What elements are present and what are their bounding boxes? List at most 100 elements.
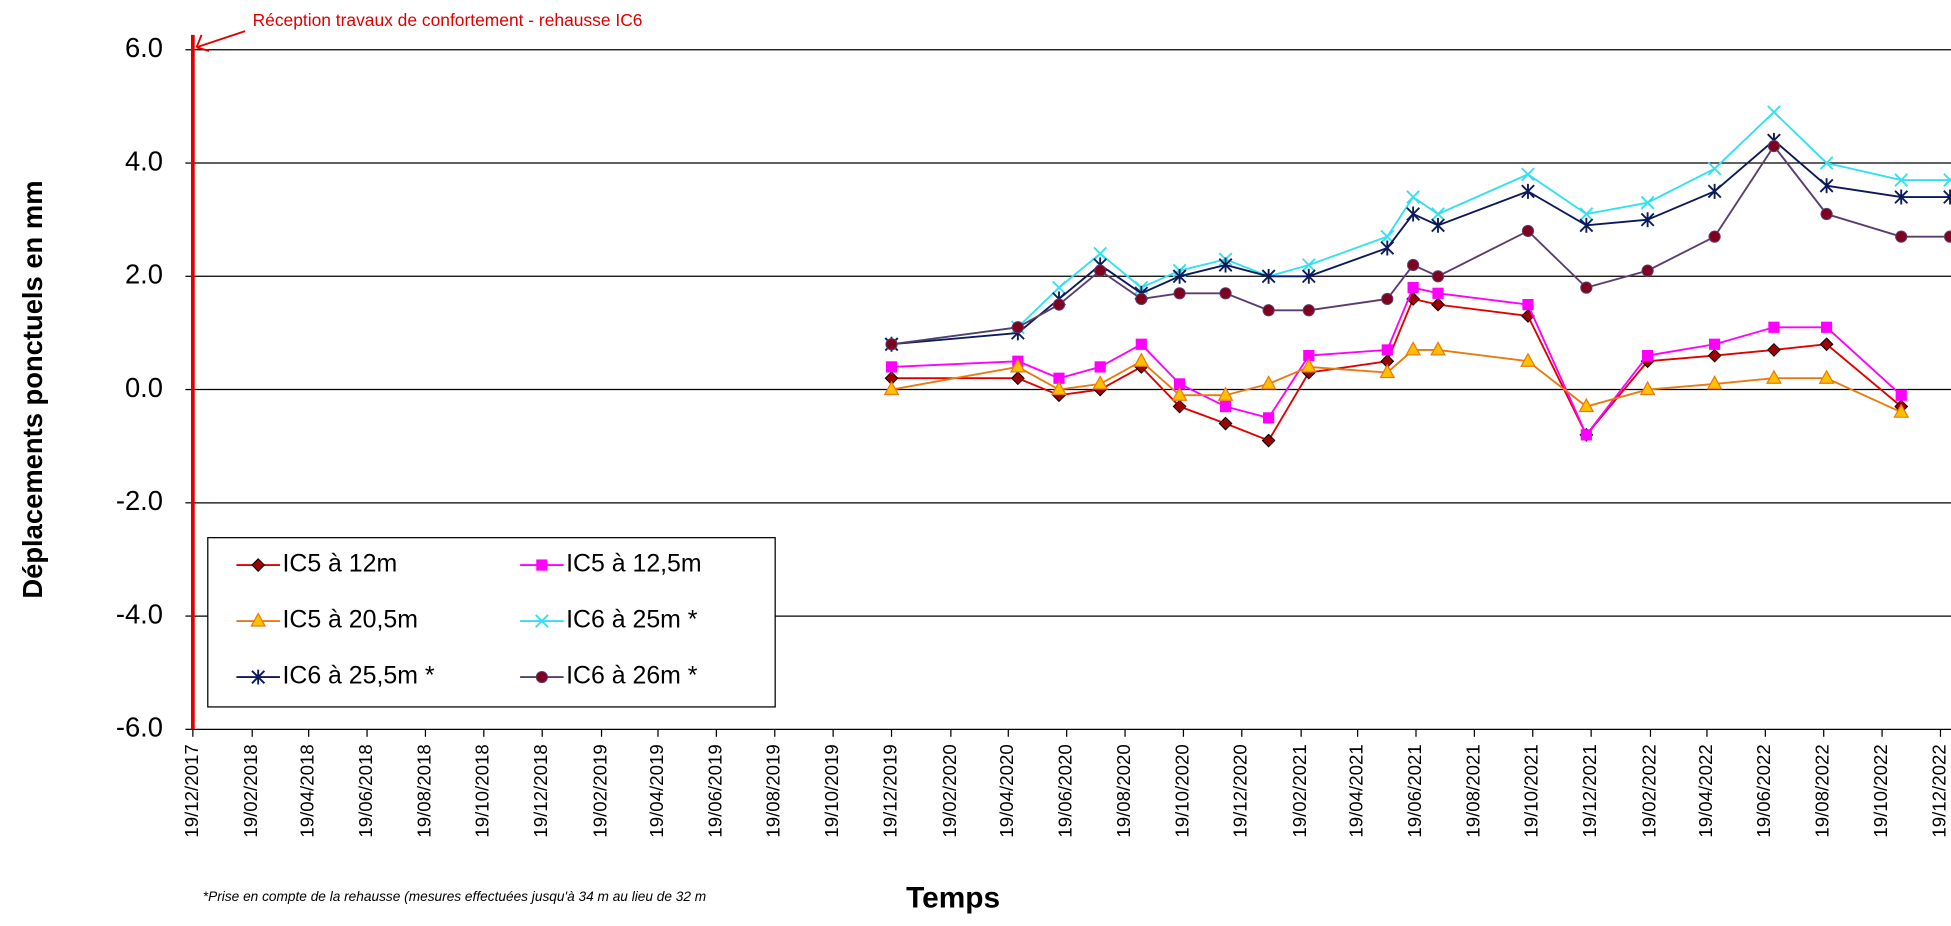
data-point <box>1009 358 1026 373</box>
data-point <box>1708 230 1721 243</box>
x-tick-label: 19/10/2018 <box>472 744 493 837</box>
data-point <box>1819 156 1834 170</box>
data-point <box>1379 363 1396 379</box>
data-point <box>1219 287 1232 300</box>
data-point <box>1261 433 1276 448</box>
data-point <box>1943 230 1951 243</box>
x-tick-label: 19/08/2022 <box>1812 744 1833 837</box>
x-tick-label: 19/10/2022 <box>1870 744 1891 837</box>
data-point <box>1172 268 1187 284</box>
legend-marker <box>250 612 267 627</box>
data-point <box>1819 178 1834 194</box>
x-tick-label: 19/10/2019 <box>821 744 842 837</box>
series-line <box>891 348 1902 414</box>
data-point <box>1820 321 1833 333</box>
legend-label: IC6 à 26m * <box>566 662 698 690</box>
data-point <box>1381 292 1394 306</box>
y-axis-label: Déplacements ponctuels en mm <box>17 180 48 598</box>
x-axis-label: Temps <box>906 882 1000 915</box>
data-point <box>1406 206 1421 222</box>
x-tick-label: 19/10/2021 <box>1521 744 1542 837</box>
x-tick-label: 19/02/2018 <box>240 744 261 837</box>
data-point <box>1173 287 1186 300</box>
data-point <box>1218 257 1233 273</box>
legend-label: IC6 à 25,5m * <box>282 662 434 690</box>
data-point <box>883 380 900 396</box>
data-point <box>1522 299 1534 311</box>
x-tick-label: 19/08/2021 <box>1462 744 1483 837</box>
x-tick-label: 19/04/2021 <box>1346 744 1367 837</box>
data-point <box>1943 189 1951 205</box>
annotation-text: Réception travaux de confortement - reha… <box>253 10 643 30</box>
data-point <box>1521 224 1535 238</box>
data-point <box>1051 380 1067 396</box>
x-tick-label: 19/04/2018 <box>297 744 318 837</box>
legend-label: IC5 à 12,5m <box>566 550 701 578</box>
data-point <box>1431 297 1445 312</box>
x-tick-label: 19/12/2022 <box>1928 744 1949 837</box>
data-point <box>1405 341 1422 356</box>
legend-label: IC5 à 12m <box>282 550 397 578</box>
data-point <box>1767 139 1781 153</box>
data-point <box>1766 369 1782 384</box>
data-point <box>1302 304 1315 317</box>
data-point <box>1262 304 1275 317</box>
data-point <box>1303 349 1315 362</box>
data-point <box>1218 416 1233 431</box>
data-point <box>1642 349 1654 362</box>
y-tick-label: 6.0 <box>125 32 163 63</box>
data-point <box>1578 397 1595 413</box>
legend-marker <box>534 614 549 628</box>
x-tick-label: 19/04/2020 <box>996 744 1017 837</box>
data-point <box>1301 258 1316 272</box>
series-line <box>891 144 1951 346</box>
x-tick-label: 19/12/2018 <box>530 744 551 837</box>
data-point <box>1261 268 1276 284</box>
data-point <box>1263 412 1275 424</box>
data-point <box>1767 342 1781 357</box>
x-tick-label: 19/12/2021 <box>1579 744 1600 837</box>
data-point <box>1301 268 1316 284</box>
data-point <box>1893 403 1910 418</box>
data-point <box>1174 378 1186 390</box>
x-tick-label: 19/08/2018 <box>413 744 434 837</box>
data-point <box>1217 386 1234 401</box>
data-point <box>1709 338 1721 350</box>
data-point <box>1943 173 1951 187</box>
x-tick-label: 19/06/2021 <box>1404 744 1425 837</box>
data-point <box>1407 258 1420 272</box>
x-tick-label: 19/02/2022 <box>1638 744 1659 837</box>
x-tick-label: 19/12/2017 <box>181 744 202 837</box>
x-tick-label: 19/08/2020 <box>1113 744 1134 837</box>
legend-box <box>207 537 776 708</box>
data-point <box>1172 399 1187 414</box>
series-line <box>891 110 1951 346</box>
data-point <box>1895 389 1907 401</box>
data-point <box>885 338 898 351</box>
x-tick-label: 19/06/2018 <box>355 744 376 837</box>
data-point <box>1580 429 1592 441</box>
data-point <box>1380 240 1395 256</box>
x-tick-label: 19/06/2020 <box>1055 744 1076 837</box>
data-point <box>1818 369 1835 384</box>
data-point <box>1639 380 1656 396</box>
x-tick-label: 19/04/2019 <box>646 744 667 837</box>
x-tick-label: 19/08/2019 <box>763 744 784 837</box>
data-point <box>1640 212 1655 228</box>
data-point <box>1895 230 1908 243</box>
data-point <box>1381 344 1393 356</box>
footnote: *Prise en compte de la rehausse (mesures… <box>203 889 706 904</box>
data-point <box>1094 361 1106 373</box>
data-point <box>1707 161 1722 176</box>
x-tick-label: 19/04/2022 <box>1695 744 1716 837</box>
data-point <box>1011 321 1024 334</box>
data-point <box>1641 264 1654 277</box>
x-tick-label: 19/02/2019 <box>589 744 610 837</box>
data-point <box>1135 292 1148 306</box>
x-tick-label: 19/10/2020 <box>1171 744 1192 837</box>
data-point <box>1819 337 1834 352</box>
legend-label: IC5 à 20,5m <box>282 606 417 634</box>
data-point <box>1820 207 1833 221</box>
data-point <box>1260 375 1277 390</box>
